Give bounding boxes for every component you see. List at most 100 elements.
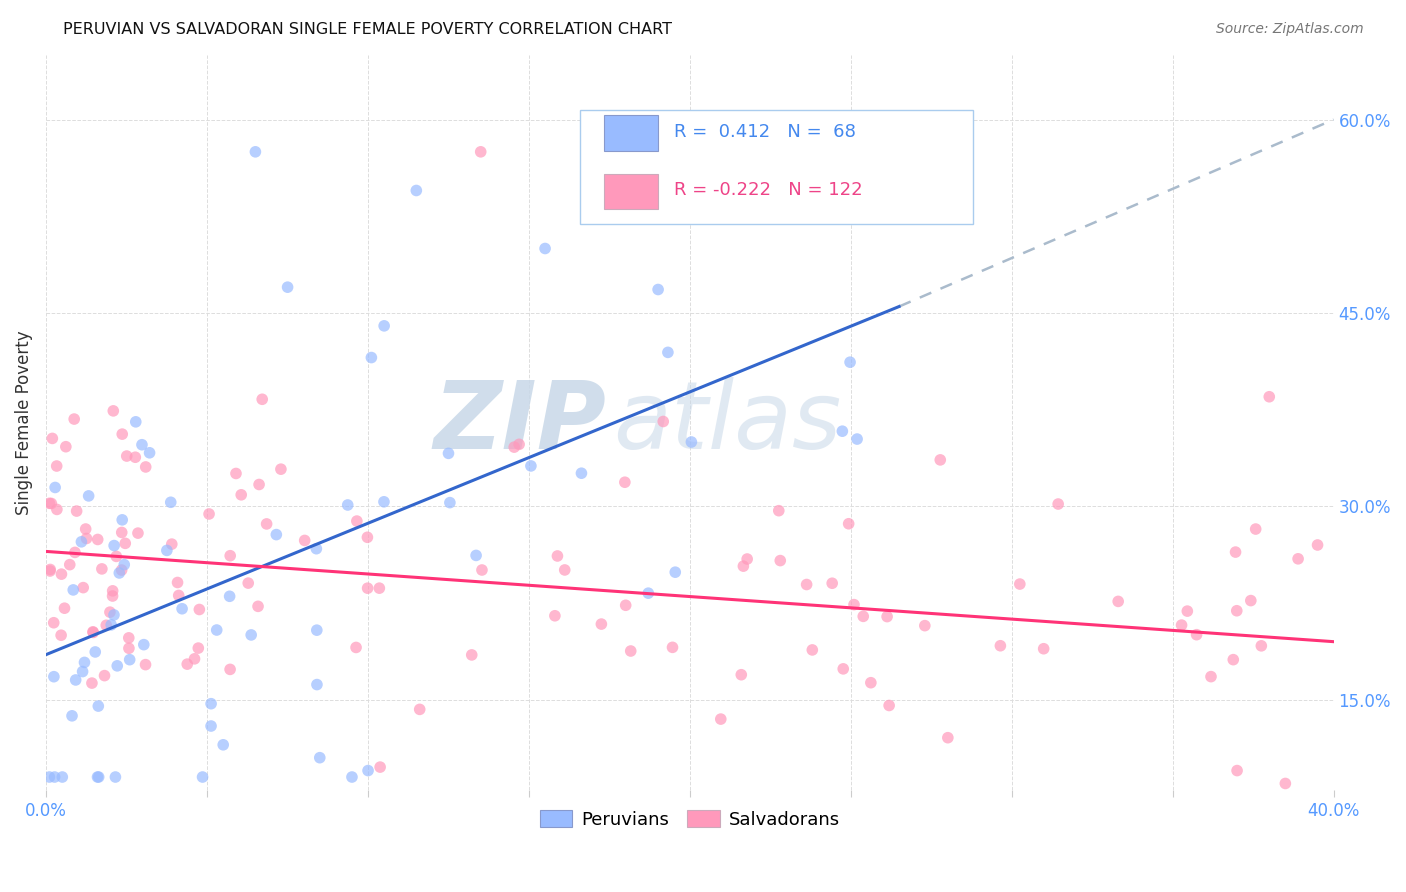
Point (105, 658, 128, 673)
Point (832, 662, 855, 676)
Point (172, 601, 194, 615)
Point (55, 440, 77, 454)
Point (101, 583, 124, 598)
Point (159, 495, 181, 509)
Point (534, 242, 557, 256)
Point (218, 589, 240, 603)
Point (620, 644, 643, 658)
Point (929, 453, 952, 467)
Point (38, 770, 60, 784)
Point (508, 437, 530, 451)
Point (796, 577, 818, 591)
Point (838, 516, 860, 531)
Point (373, 318, 395, 333)
Point (38, 496, 60, 510)
Bar (603, 174, 658, 210)
Point (39, 564, 62, 578)
Bar (603, 115, 658, 151)
Point (127, 526, 149, 541)
Point (368, 581, 391, 595)
Point (84, 645, 107, 659)
Point (176, 657, 198, 672)
Point (104, 770, 127, 784)
Point (125, 415, 148, 429)
Point (118, 641, 141, 656)
Point (65, 673, 87, 687)
Point (437, 446, 460, 460)
Point (124, 450, 146, 465)
Point (877, 698, 900, 713)
Point (250, 392, 273, 407)
Point (914, 618, 936, 632)
Point (63, 412, 86, 426)
Text: Source: ZipAtlas.com: Source: ZipAtlas.com (1216, 22, 1364, 37)
Point (346, 514, 368, 528)
Point (60, 708, 83, 723)
Point (356, 530, 378, 544)
Point (614, 599, 637, 613)
Point (1274, 776, 1296, 790)
Point (183, 652, 205, 666)
Point (657, 345, 679, 359)
Point (735, 552, 758, 566)
Point (876, 609, 898, 624)
Point (368, 760, 391, 774)
Point (73, 656, 96, 670)
Point (103, 539, 125, 553)
Point (86, 770, 108, 784)
Point (357, 764, 380, 778)
Point (1222, 653, 1244, 667)
Point (768, 504, 790, 518)
Point (62, 582, 84, 597)
Point (520, 458, 543, 473)
Point (637, 586, 659, 600)
Point (240, 628, 263, 642)
Point (100, 618, 122, 632)
Point (294, 533, 316, 548)
Point (733, 559, 755, 574)
Point (53, 601, 76, 615)
Point (661, 640, 683, 655)
Point (114, 536, 136, 550)
Point (409, 702, 432, 716)
Point (51, 567, 73, 582)
Point (344, 640, 367, 655)
Point (839, 355, 862, 369)
Point (219, 549, 242, 563)
Point (1199, 670, 1222, 684)
Point (44, 770, 66, 784)
Point (51, 770, 73, 784)
Point (187, 641, 209, 656)
Point (247, 599, 270, 614)
Point (101, 589, 124, 603)
Point (470, 145, 492, 159)
Point (72, 581, 94, 595)
Point (336, 498, 359, 512)
Point (225, 467, 247, 481)
Point (821, 576, 844, 591)
Point (118, 631, 141, 645)
Point (45, 458, 67, 473)
Point (356, 581, 378, 595)
Point (72, 665, 94, 679)
Point (308, 750, 330, 764)
Point (340, 770, 363, 784)
Point (245, 145, 267, 159)
Point (96, 618, 118, 632)
Point (42, 615, 65, 630)
Point (842, 598, 865, 612)
Text: atlas: atlas (613, 377, 841, 468)
Point (846, 432, 869, 446)
Point (105, 549, 128, 564)
Point (305, 677, 328, 691)
Point (1008, 577, 1031, 591)
Point (360, 351, 382, 365)
Point (1354, 776, 1376, 790)
Point (86, 533, 108, 547)
Point (112, 558, 135, 572)
Text: PERUVIAN VS SALVADORAN SINGLE FEMALE POVERTY CORRELATION CHART: PERUVIAN VS SALVADORAN SINGLE FEMALE POV… (63, 22, 672, 37)
Text: R =  0.412   N =  68: R = 0.412 N = 68 (675, 123, 856, 141)
Point (49, 628, 72, 642)
Point (613, 475, 636, 490)
Point (1240, 593, 1263, 607)
